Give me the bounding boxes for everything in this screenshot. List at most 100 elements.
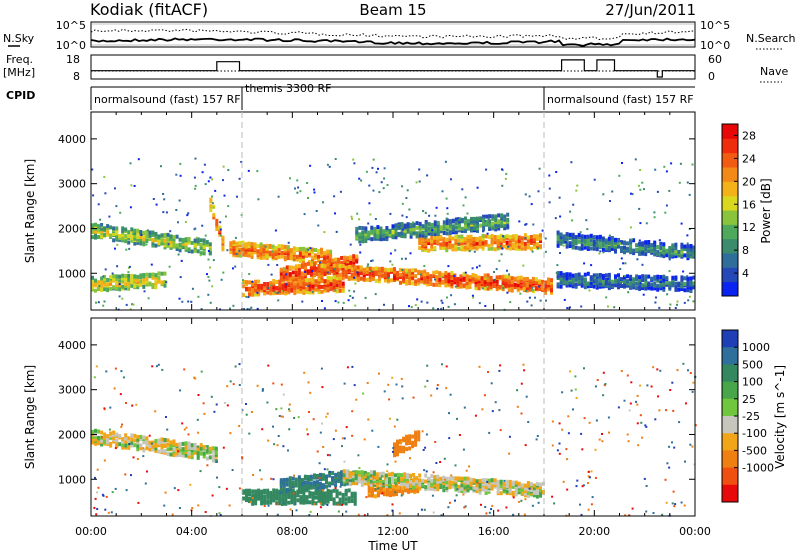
heatmap-cell [165,281,168,284]
heatmap-cell [353,276,356,279]
heatmap-cell [203,163,206,166]
heatmap-cell [385,226,389,230]
heatmap-cell [680,284,684,289]
heatmap-cell [442,477,446,482]
heatmap-cell [157,241,161,246]
heatmap-cell [375,171,378,174]
heatmap-cell [594,448,597,451]
heatmap-cell [565,232,569,237]
heatmap-cell [574,273,578,278]
heatmap-cell [320,499,324,504]
heatmap-cell [462,204,465,207]
heatmap-cell [279,267,283,272]
heatmap-cell [637,444,640,447]
heatmap-cell [461,188,464,191]
heatmap-cell [623,278,626,283]
heatmap-cell [399,280,402,285]
heatmap-cell [662,287,666,292]
heatmap-cell [653,240,657,245]
heatmap-cell [598,252,601,255]
heatmap-cell [526,242,530,247]
velocity-colorbar-tick: 500 [742,358,763,371]
heatmap-cell [294,502,297,505]
heatmap-cell [334,429,337,432]
heatmap-cell [162,211,165,214]
heatmap-cell [406,222,410,227]
heatmap-cell [142,455,145,458]
heatmap-cell [445,221,449,225]
heatmap-cell [202,251,205,254]
heatmap-cell [414,430,418,435]
heatmap-cell [654,168,657,171]
heatmap-cell [317,264,321,268]
heatmap-cell [506,291,509,294]
heatmap-cell [332,497,336,502]
heatmap-cell [222,179,224,182]
heatmap-cell [263,288,267,293]
heatmap-cell [496,485,500,490]
heatmap-cell [314,253,317,258]
heatmap-cell [509,301,512,304]
heatmap-cell [139,279,143,284]
heatmap-cell [574,239,578,244]
heatmap-cell [674,254,678,259]
heatmap-cell [487,217,490,220]
heatmap-cell [462,448,465,451]
heatmap-cell [632,279,636,284]
heatmap-cell [436,227,440,231]
heatmap-cell [592,235,596,240]
heatmap-cell [360,478,364,483]
heatmap-cell [416,487,420,492]
heatmap-cell [127,230,131,235]
heatmap-cell [285,482,289,487]
heatmap-cell [434,214,437,217]
heatmap-cell [115,285,119,290]
heatmap-cell [199,251,203,256]
heatmap-cell [433,232,437,237]
heatmap-cell [350,272,354,277]
heatmap-cell [401,214,404,217]
heatmap-cell [374,266,378,271]
heatmap-cell [282,277,286,282]
heatmap-cell [205,445,209,450]
heatmap-cell [236,195,238,198]
heatmap-cell [409,479,413,484]
heatmap-cell [493,483,497,488]
heatmap-cell [328,471,332,476]
heatmap-cell [445,237,449,242]
heatmap-cell [486,273,490,278]
heatmap-cell [439,229,443,234]
heatmap-cell [190,455,194,460]
heatmap-cell [506,224,510,229]
heatmap-cell [350,499,354,503]
heatmap-cell [302,500,306,505]
heatmap-cell [193,446,197,451]
heatmap-cell [377,271,381,276]
heatmap-cell [213,410,216,413]
heatmap-cell [321,422,323,425]
heatmap-cell [484,485,488,489]
heatmap-cell [322,485,325,490]
heatmap-cell [475,483,479,488]
heatmap-cell [639,169,642,171]
heatmap-cell [414,279,418,284]
heatmap-cell [495,282,499,287]
heatmap-cell [399,445,402,450]
heatmap-cell [496,235,500,240]
heatmap-cell [262,248,266,252]
heatmap-cell [571,245,575,250]
heatmap-cell [378,478,382,483]
heatmap-cell [489,280,493,285]
heatmap-cell [566,307,569,310]
heatmap-cell [528,487,531,490]
freq-left-tick-top: 18 [66,53,80,66]
heatmap-cell [259,244,263,249]
heatmap-cell [143,290,146,293]
heatmap-cell [263,286,267,291]
heatmap-cell [406,224,410,229]
heatmap-cell [432,282,436,287]
heatmap-cell [421,233,425,238]
heatmap-cell [656,283,660,288]
heatmap-cell [187,240,191,245]
heatmap-cell [427,231,431,236]
